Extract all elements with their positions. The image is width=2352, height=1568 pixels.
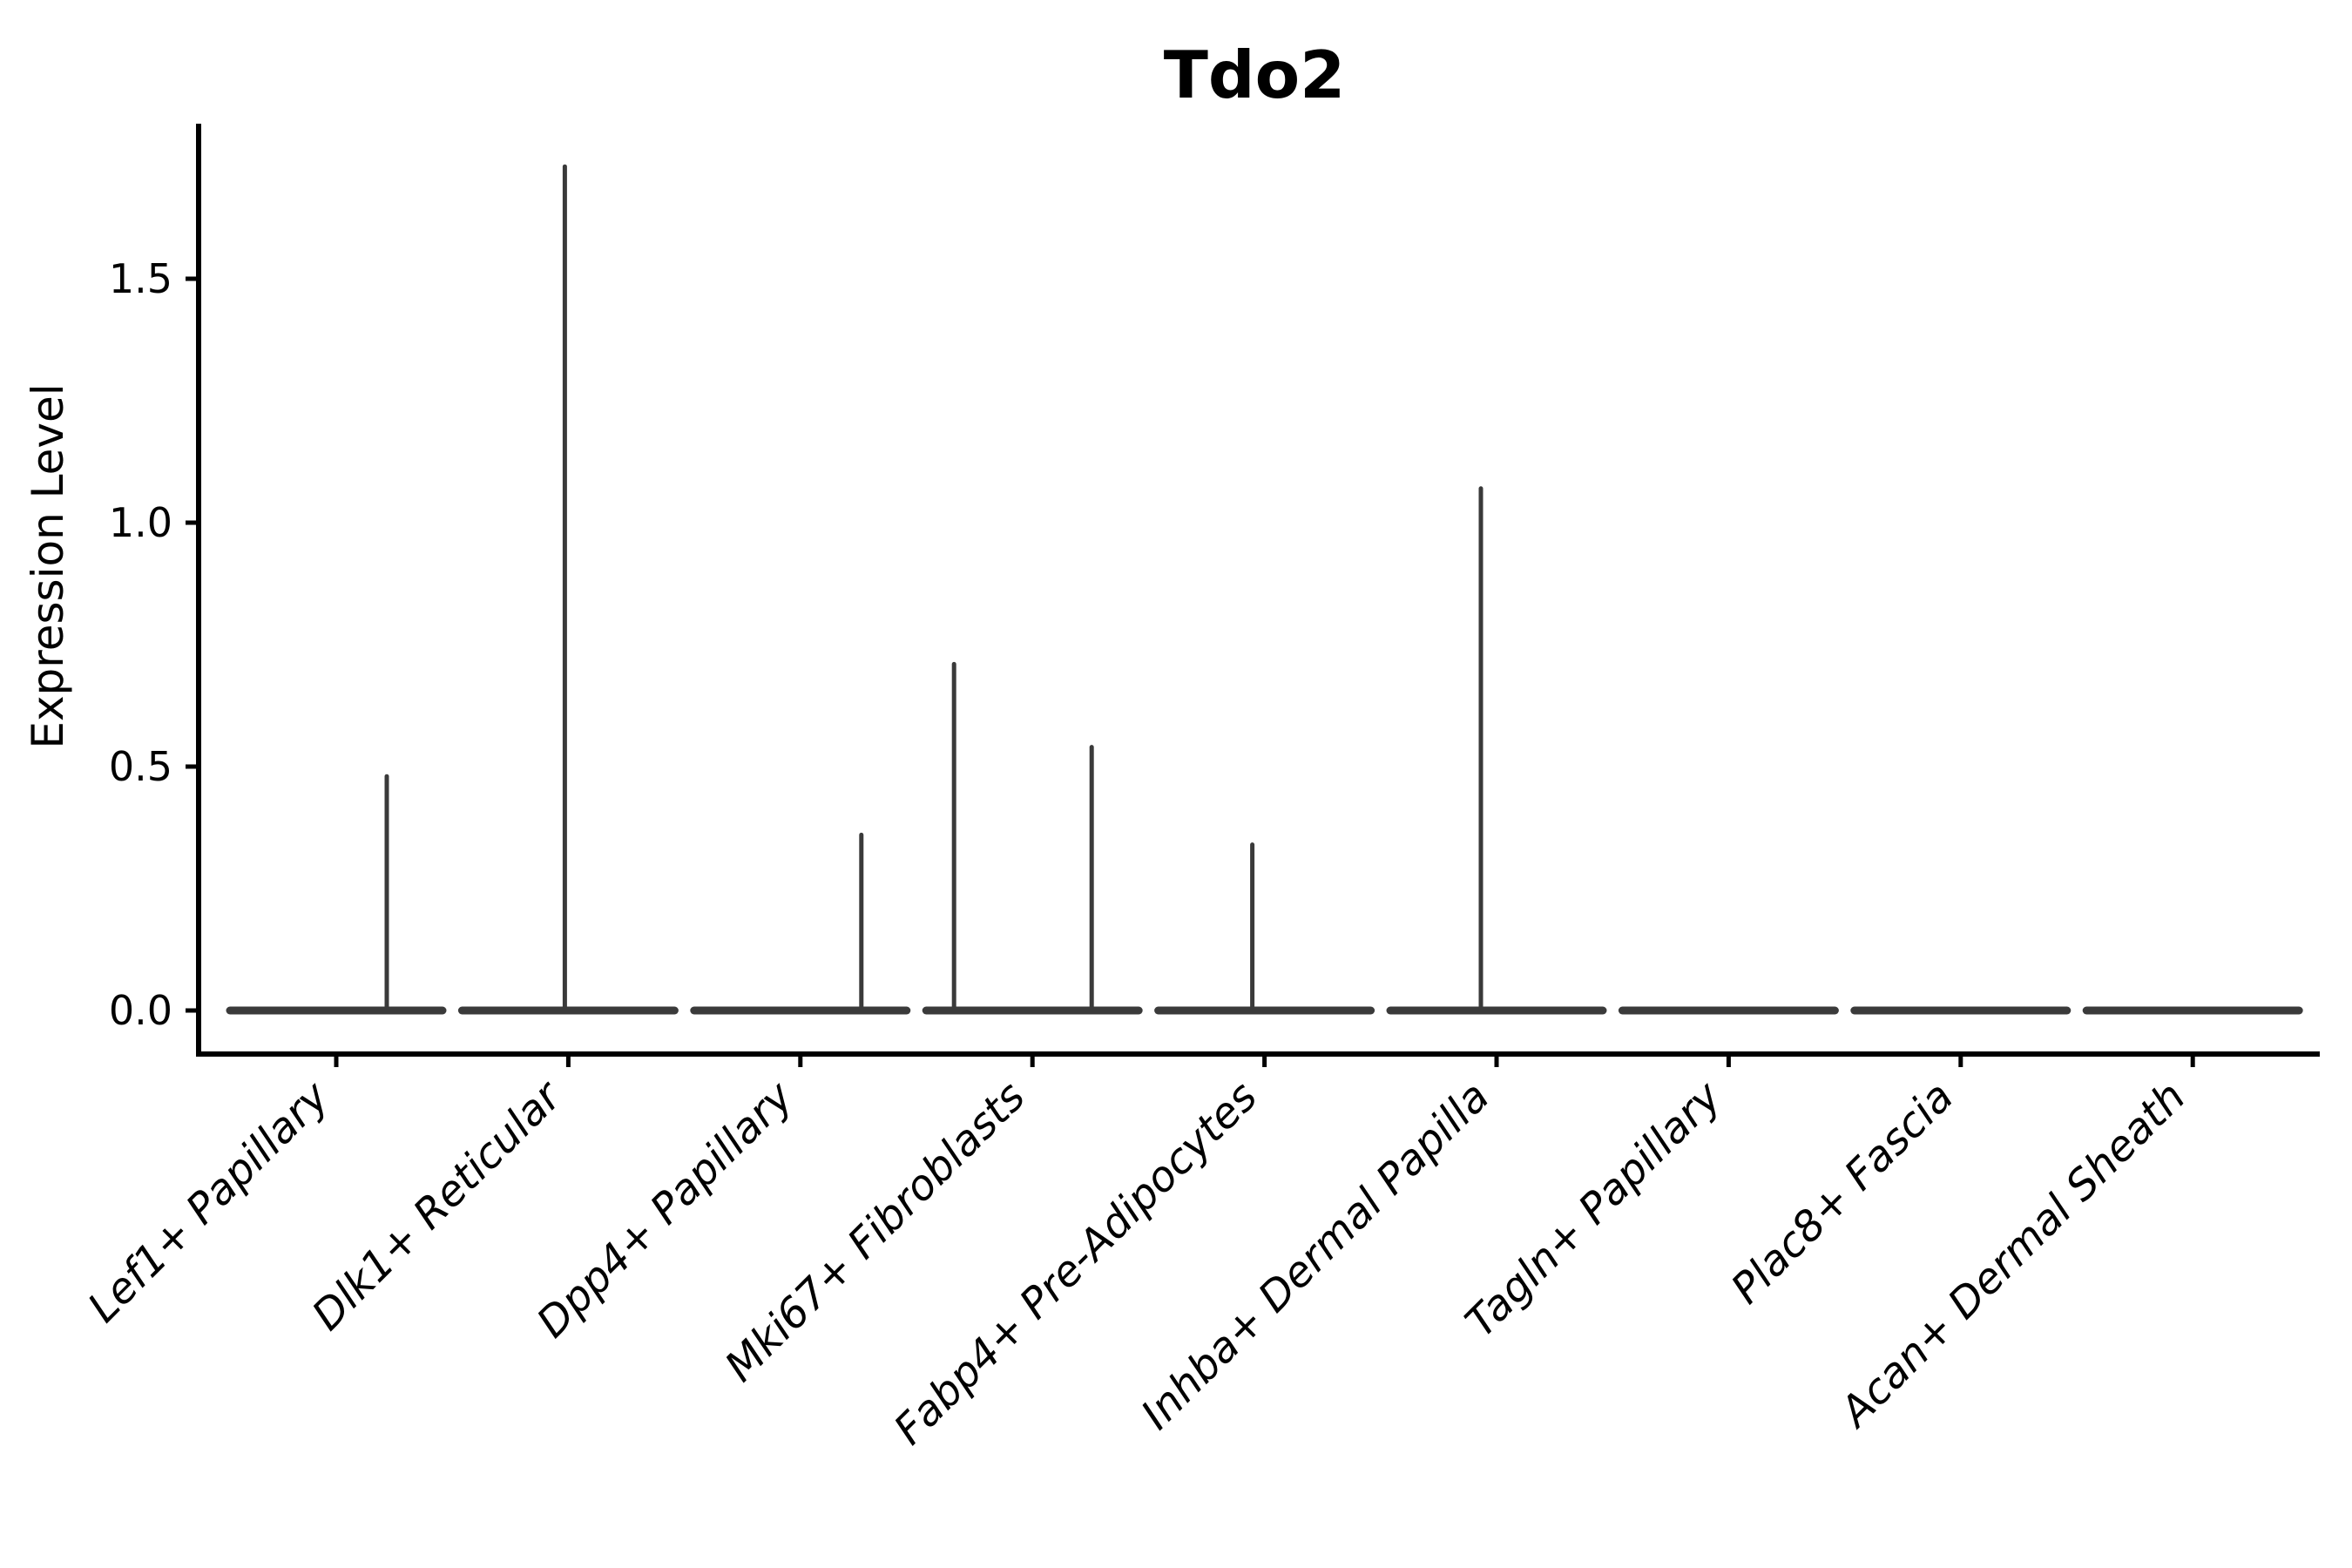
y-tick-label: 0.0 — [109, 987, 172, 1034]
chart-title: Tdo2 — [1164, 37, 1346, 113]
y-tick-label: 0.5 — [109, 743, 172, 790]
x-tick-label: Plac8+ Fascia — [1722, 1072, 1963, 1314]
x-tick-label: Tagln+ Papillary — [1456, 1071, 1732, 1347]
y-axis-label: Expression Level — [23, 383, 73, 748]
x-tick-label: Lef1+ Papillary — [78, 1071, 339, 1332]
y-tick-label: 1.5 — [109, 255, 172, 302]
x-tick-label: Dpp4+ Papillary — [528, 1071, 803, 1347]
x-tick-label: Dlk1+ Reticular — [303, 1071, 573, 1341]
y-tick-label: 1.0 — [109, 499, 172, 546]
